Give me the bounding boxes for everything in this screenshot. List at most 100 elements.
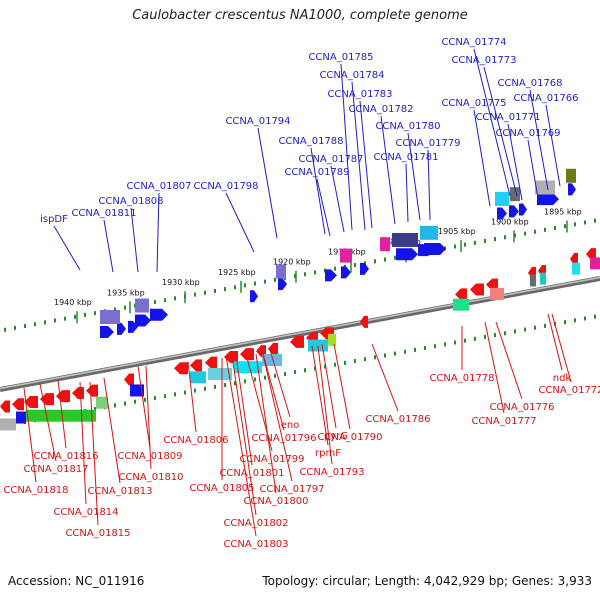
gene-box (495, 191, 509, 206)
tick-mark (574, 318, 576, 323)
tick-mark (334, 362, 336, 367)
tick-mark (354, 359, 356, 364)
leader-line (225, 192, 255, 253)
gene-label-top: CCNA_01768 (497, 78, 562, 89)
gene-label-bottom: eno (281, 420, 300, 431)
tick-mark (524, 327, 526, 332)
gene-arrow (224, 351, 238, 364)
genome-backbone-highlight (0, 276, 600, 390)
gene-box (328, 333, 336, 346)
tick-mark (384, 257, 386, 262)
gene-label-top: CCNA_01811 (71, 208, 136, 219)
gene-box (130, 384, 144, 397)
gene-arrow (135, 314, 151, 327)
gene-box (566, 168, 576, 183)
leader-line (495, 321, 523, 400)
kbp-label: 1930 kbp (162, 278, 200, 287)
gene-label-bottom: rpmF (315, 448, 341, 459)
gene-label-top: CCNA_01808 (98, 196, 163, 207)
tick-mark (524, 231, 526, 236)
tick-mark (534, 229, 536, 234)
kbp-label: 1935 kbp (107, 288, 145, 297)
tick-mark (174, 392, 176, 397)
gene-box (510, 187, 520, 202)
leader-line (551, 313, 572, 383)
gene-label-bottom: CCNA_01793 (299, 467, 364, 478)
gene-label-bottom: CCNA_01810 (118, 472, 183, 483)
gene-arrow (519, 203, 527, 216)
leader-line (235, 355, 253, 466)
tick-mark (284, 371, 286, 376)
gene-label-top: CCNA_01798 (193, 181, 258, 192)
tick-mark (94, 311, 96, 316)
tick-mark (164, 394, 166, 399)
tick-mark (274, 277, 276, 282)
gene-arrow (325, 269, 337, 282)
gene-label-bottom: CCNA_01815 (65, 528, 130, 539)
tick-mark (224, 287, 226, 292)
gene-arrow (150, 308, 168, 321)
tick-mark (204, 386, 206, 391)
tick-mark (584, 220, 586, 225)
leader-line (225, 355, 257, 537)
gene-label-top: CCNA_01789 (284, 167, 349, 178)
leader-line (310, 147, 326, 235)
tick-mark (494, 333, 496, 338)
leader-line (405, 163, 409, 223)
gene-label-bottom: CCNA_01778 (429, 373, 494, 384)
gene-arrow (424, 243, 446, 256)
tick-mark (354, 263, 356, 268)
gene-label-bottom: CCNA_01816 (33, 451, 98, 462)
gene-box (572, 262, 580, 275)
genome-backbone (0, 276, 600, 392)
gene-label-bottom: CCNA_01818 (3, 485, 68, 496)
gene-box (276, 264, 286, 279)
tick-mark (264, 375, 266, 380)
gene-arrow (100, 326, 114, 338)
tick-mark (594, 218, 596, 223)
tick-mark (254, 377, 256, 382)
gene-arrow (396, 248, 418, 261)
gene-box (135, 298, 149, 313)
genome-summary: Topology: circular; Length: 4,042,929 bp… (262, 574, 592, 588)
tick-mark (574, 222, 576, 227)
tick-mark (84, 312, 86, 317)
gene-arrow (455, 288, 467, 301)
gene-arrow (24, 396, 38, 409)
gene-label-bottom: ndk (553, 373, 572, 384)
gene-label-top: CCNA_01783 (327, 89, 392, 100)
gene-arrow (86, 384, 98, 397)
gene-label-bottom: CCNA_01800 (243, 496, 308, 507)
tick-mark (494, 237, 496, 242)
tick-mark (394, 351, 396, 356)
leader-line (483, 66, 518, 197)
gene-box (262, 354, 282, 367)
gene-arrow (470, 283, 484, 296)
tick-mark (384, 353, 386, 358)
gene-arrow (360, 315, 368, 328)
gene-arrow (290, 335, 304, 348)
tick-mark (64, 316, 66, 321)
tick-mark (534, 325, 536, 330)
leader-line (340, 63, 353, 231)
tick-mark (484, 334, 486, 339)
tick-mark (404, 349, 406, 354)
tick-mark (474, 336, 476, 341)
page-title: Caulobacter crescentus NA1000, complete … (132, 8, 468, 23)
tick-mark (254, 281, 256, 286)
gene-arrow (497, 207, 507, 220)
kbp-label: 1900 kbp (491, 217, 529, 226)
leader-line (137, 365, 151, 449)
tick-mark (54, 318, 56, 323)
tick-mark (14, 325, 16, 330)
tick-mark (344, 360, 346, 365)
leader-line (473, 109, 491, 207)
tick-mark (224, 383, 226, 388)
gene-arrow (117, 322, 126, 335)
leader-line (261, 349, 285, 431)
gene-box (16, 411, 26, 424)
leader-line (371, 343, 399, 412)
leader-line (527, 139, 539, 199)
leader-line (351, 81, 366, 231)
leader-line (255, 353, 277, 494)
